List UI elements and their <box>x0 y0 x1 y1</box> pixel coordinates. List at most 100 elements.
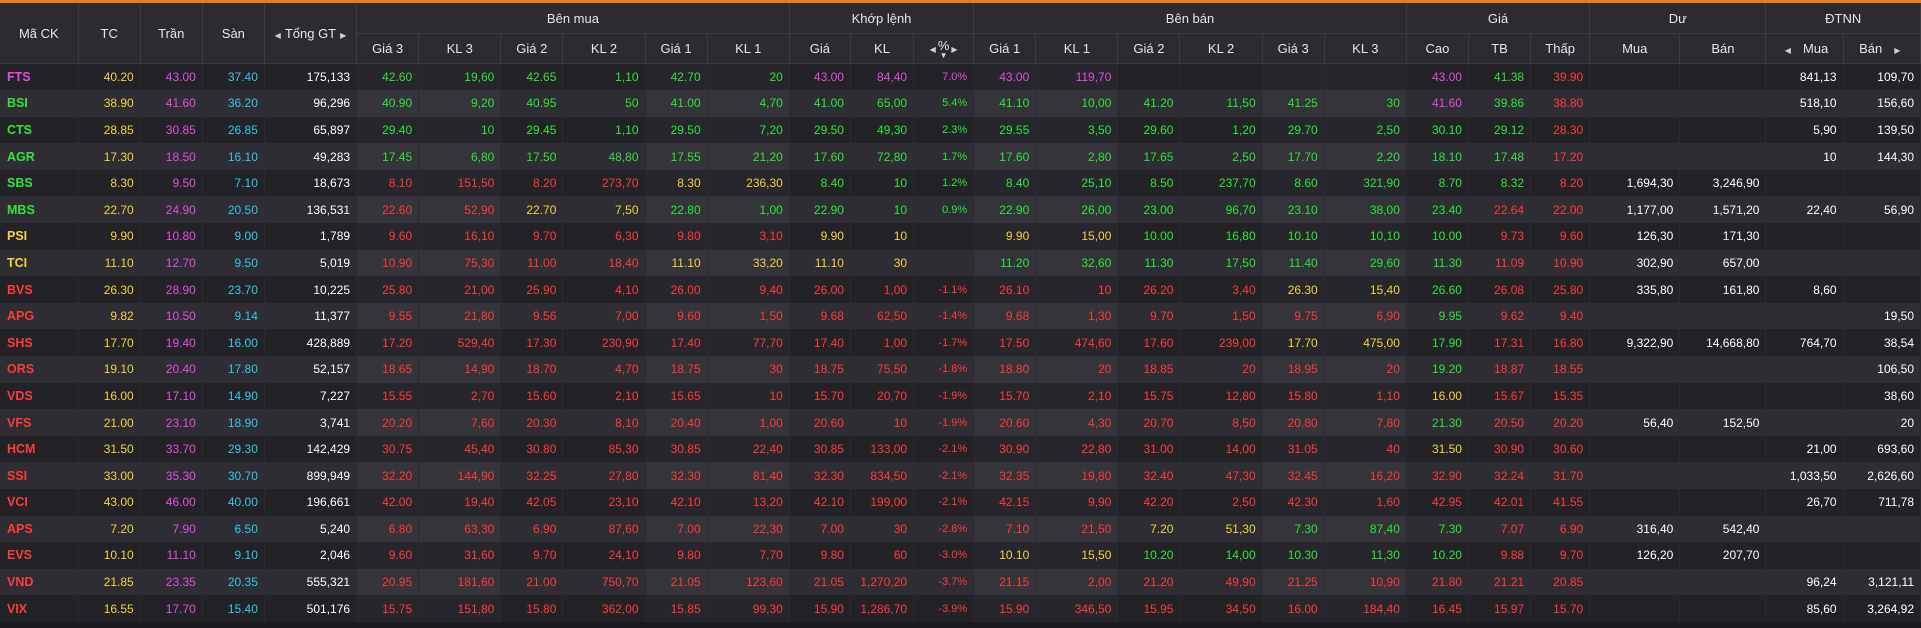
header-sell-vol-2[interactable]: KL 2 <box>1179 33 1263 64</box>
buy-price-1-cell[interactable]: 15.85 <box>645 595 708 622</box>
header-match-pct[interactable]: ◀% ▼ ▶ <box>913 33 975 64</box>
buy-price-2-cell[interactable]: 15.60 <box>500 382 564 410</box>
buy-price-1-cell[interactable]: 9.60 <box>645 302 708 330</box>
buy-price-1-cell[interactable]: 17.55 <box>645 143 708 170</box>
buy-price-2-cell[interactable]: 17.30 <box>500 329 564 357</box>
sort-down-icon[interactable]: ▼ <box>939 51 948 60</box>
table-row[interactable]: FTS 40.20 43.00 37.40 175,133 42.60 19,60 42.65… <box>0 63 1921 91</box>
header-buy-vol-2[interactable]: KL 2 <box>562 33 646 64</box>
sell-price-2-cell[interactable]: 23.00 <box>1117 196 1181 224</box>
buy-price-2-cell[interactable]: 20.30 <box>500 409 564 436</box>
header-sell-price-2[interactable]: Giá 2 <box>1117 33 1181 64</box>
buy-price-1-cell[interactable]: 22.80 <box>645 196 708 224</box>
sell-price-3-cell[interactable]: 20.80 <box>1262 409 1325 436</box>
buy-price-1-cell[interactable]: 41.00 <box>645 90 708 117</box>
buy-price-2-cell[interactable]: 42.65 <box>500 63 564 91</box>
symbol-cell[interactable]: MBS <box>0 196 79 224</box>
sell-price-3-cell[interactable]: 32.45 <box>1262 462 1325 489</box>
buy-price-2-cell[interactable]: 8.20 <box>500 169 564 197</box>
sell-price-3-cell[interactable]: 31.05 <box>1262 435 1325 463</box>
sell-price-3-cell[interactable]: 21.25 <box>1262 568 1325 596</box>
sell-price-3-cell[interactable]: 17.70 <box>1262 143 1325 170</box>
sell-price-3-cell[interactable]: 9.75 <box>1262 302 1325 330</box>
header-sell-vol-1[interactable]: KL 1 <box>1035 33 1119 64</box>
buy-price-3-cell[interactable]: 20.20 <box>356 409 420 436</box>
sell-price-1-cell[interactable]: 8.40 <box>973 169 1037 197</box>
sell-price-1-cell[interactable]: 29.55 <box>973 116 1037 144</box>
table-row[interactable]: APG 9.82 10.50 9.14 11,377 9.55 21,80 9.56 7,00 9… <box>0 302 1921 330</box>
buy-price-1-cell[interactable]: 29.50 <box>645 116 708 144</box>
sell-price-2-cell[interactable]: 8.50 <box>1117 169 1181 197</box>
symbol-cell[interactable]: EVS <box>0 542 79 569</box>
sell-price-1-cell[interactable]: 9.90 <box>973 223 1037 250</box>
table-row[interactable]: SBS 8.30 9.50 7.10 18,673 8.10 151,50 8.20 273,7… <box>0 169 1921 197</box>
sell-price-1-cell[interactable]: 18.80 <box>973 356 1037 383</box>
symbol-cell[interactable]: TCI <box>0 249 79 277</box>
sell-price-3-cell[interactable]: 23.10 <box>1262 196 1325 224</box>
sell-price-3-cell[interactable]: 29.70 <box>1262 116 1325 144</box>
sell-price-2-cell[interactable] <box>1117 63 1181 91</box>
sell-price-1-cell[interactable]: 17.60 <box>973 143 1037 170</box>
header-buy-price-1[interactable]: Giá 1 <box>645 33 708 64</box>
buy-price-1-cell[interactable]: 11.10 <box>645 249 708 277</box>
header-symbol[interactable]: Mã CK <box>0 3 79 64</box>
table-row[interactable]: PSI 9.90 10.80 9.00 1,789 9.60 16,10 9.70 6,30 9.… <box>0 223 1921 250</box>
sell-price-2-cell[interactable]: 10.00 <box>1117 223 1181 250</box>
buy-price-2-cell[interactable]: 9.70 <box>500 542 564 569</box>
header-high[interactable]: Cao <box>1406 33 1469 64</box>
table-row[interactable]: VDS 16.00 17.10 14.90 7,227 15.55 2,70 15.60 2,1… <box>0 382 1921 410</box>
sell-price-2-cell[interactable]: 10.20 <box>1117 542 1181 569</box>
sell-price-2-cell[interactable]: 20.70 <box>1117 409 1181 436</box>
buy-price-2-cell[interactable]: 11.00 <box>500 249 564 277</box>
symbol-cell[interactable]: VND <box>0 568 79 596</box>
table-row[interactable]: SHS 17.70 19.40 16.00 428,889 17.20 529,40 17.3… <box>0 329 1921 357</box>
sell-price-2-cell[interactable]: 9.70 <box>1117 302 1181 330</box>
buy-price-3-cell[interactable]: 29.40 <box>356 116 420 144</box>
sell-price-2-cell[interactable]: 29.60 <box>1117 116 1181 144</box>
header-sell-price-3[interactable]: Giá 3 <box>1262 33 1325 64</box>
buy-price-1-cell[interactable]: 20.40 <box>645 409 708 436</box>
sell-price-1-cell[interactable]: 15.70 <box>973 382 1037 410</box>
symbol-cell[interactable]: VFS <box>0 409 79 436</box>
caret-left-icon[interactable]: ◀ <box>1784 46 1791 55</box>
sell-price-2-cell[interactable]: 26.20 <box>1117 276 1181 303</box>
buy-price-1-cell[interactable]: 18.75 <box>645 356 708 383</box>
buy-price-1-cell[interactable]: 15.65 <box>645 382 708 410</box>
table-row[interactable]: SSI 33.00 35.30 30.70 899,949 32.20 144,90 32.2… <box>0 462 1921 489</box>
buy-price-1-cell[interactable]: 26.00 <box>645 276 708 303</box>
sell-price-1-cell[interactable]: 22.90 <box>973 196 1037 224</box>
buy-price-2-cell[interactable]: 29.45 <box>500 116 564 144</box>
header-buy-price-3[interactable]: Giá 3 <box>356 33 420 64</box>
symbol-cell[interactable]: PSI <box>0 223 79 250</box>
sell-price-3-cell[interactable]: 26.30 <box>1262 276 1325 303</box>
buy-price-2-cell[interactable]: 30.80 <box>500 435 564 463</box>
buy-price-1-cell[interactable]: 30.85 <box>645 435 708 463</box>
sell-price-3-cell[interactable]: 10.10 <box>1262 223 1325 250</box>
sell-price-2-cell[interactable]: 31.00 <box>1117 435 1181 463</box>
caret-right-icon[interactable]: ▶ <box>340 30 347 40</box>
sell-price-1-cell[interactable]: 10.10 <box>973 542 1037 569</box>
caret-left-icon[interactable]: ◀ <box>274 30 281 40</box>
table-row[interactable]: VFS 21.00 23.10 18.90 3,741 20.20 7,60 20.30 8,1… <box>0 409 1921 436</box>
buy-price-1-cell[interactable]: 7.00 <box>645 515 708 543</box>
header-buy-vol-1[interactable]: KL 1 <box>707 33 790 64</box>
header-remaining-sell[interactable]: Bán <box>1679 33 1767 64</box>
header-match-price[interactable]: Giá <box>789 33 851 64</box>
header-ceiling[interactable]: Trần <box>140 3 203 64</box>
sell-price-3-cell[interactable]: 10.30 <box>1262 542 1325 569</box>
sell-price-3-cell[interactable]: 11.40 <box>1262 249 1325 277</box>
sell-price-3-cell[interactable]: 18.95 <box>1262 356 1325 383</box>
buy-price-2-cell[interactable]: 6.90 <box>500 515 564 543</box>
sell-price-2-cell[interactable]: 18.85 <box>1117 356 1181 383</box>
buy-price-2-cell[interactable]: 40.95 <box>500 90 564 117</box>
buy-price-3-cell[interactable]: 40.90 <box>356 90 420 117</box>
buy-price-2-cell[interactable]: 22.70 <box>500 196 564 224</box>
sell-price-2-cell[interactable]: 32.40 <box>1117 462 1181 489</box>
buy-price-3-cell[interactable]: 10.90 <box>356 249 420 277</box>
table-row[interactable]: BSI 38.90 41.60 36.20 96,296 40.90 9,20 40.95 50… <box>0 90 1921 117</box>
table-row[interactable]: CTS 28.85 30.85 26.85 65,897 29.40 10 29.45 1,10… <box>0 116 1921 144</box>
sell-price-3-cell[interactable]: 17.70 <box>1262 329 1325 357</box>
buy-price-3-cell[interactable]: 6.80 <box>356 515 420 543</box>
table-row[interactable]: BVS 26.30 28.90 23.70 10,225 25.80 21,00 25.90 4… <box>0 276 1921 303</box>
sell-price-3-cell[interactable]: 8.60 <box>1262 169 1325 197</box>
